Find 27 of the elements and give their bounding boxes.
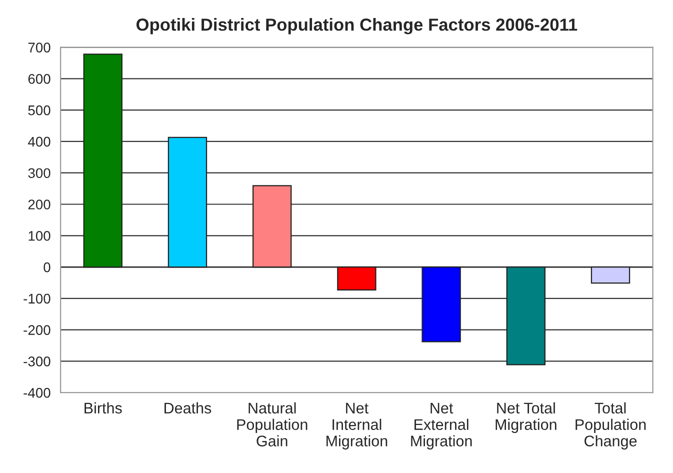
bar: [252, 185, 292, 268]
y-tick-label: 700: [28, 42, 50, 52]
y-tick-label: 100: [28, 230, 50, 241]
bar: [590, 266, 630, 284]
chart-title: Opotiki District Population Change Factors 2006-2011: [136, 18, 578, 34]
x-tick-label: Net Internal Migration: [326, 402, 388, 450]
y-tick-label: -200: [24, 325, 50, 335]
y-tick-label: 200: [28, 200, 50, 210]
bar: [83, 54, 122, 268]
y-tick-label: 400: [28, 136, 50, 147]
x-tick-label: Net Total Migration: [496, 402, 556, 434]
x-tick-label: Natural Population Gain: [237, 402, 308, 446]
y-tick-label: 500: [28, 105, 50, 116]
y-tick-label: -300: [24, 356, 50, 366]
y-tick-label: 600: [28, 74, 50, 84]
x-tick-label: Net External Migration: [411, 402, 472, 450]
x-tick-label: Births: [84, 402, 122, 414]
y-tick-label: 300: [28, 168, 50, 178]
x-tick-label: Total Population Change: [576, 402, 646, 450]
y-tick-label: 0: [44, 262, 50, 272]
bar: [337, 266, 376, 290]
bar: [506, 266, 546, 366]
bar: [422, 266, 461, 342]
y-tick-label: -100: [24, 294, 50, 304]
y-tick-label: -400: [24, 388, 50, 398]
bar: [168, 136, 208, 268]
x-tick-label: Deaths: [164, 402, 212, 414]
